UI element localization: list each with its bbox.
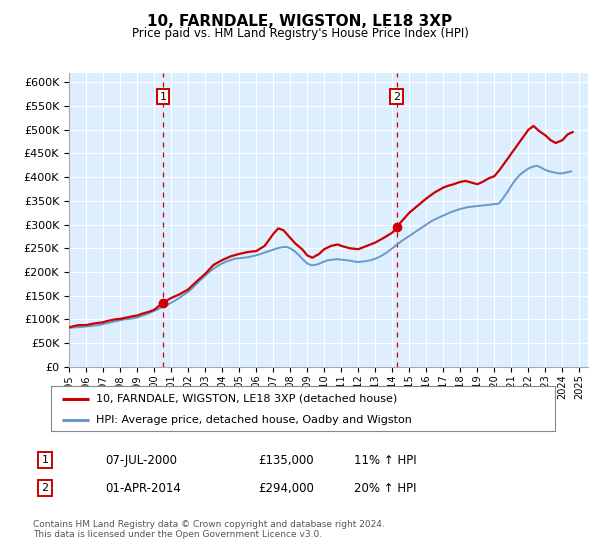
Text: 07-JUL-2000: 07-JUL-2000 [105, 454, 177, 467]
Text: £294,000: £294,000 [258, 482, 314, 495]
Text: 2: 2 [393, 91, 400, 101]
Text: £135,000: £135,000 [258, 454, 314, 467]
Text: 10, FARNDALE, WIGSTON, LE18 3XP (detached house): 10, FARNDALE, WIGSTON, LE18 3XP (detache… [97, 394, 398, 404]
Text: Contains HM Land Registry data © Crown copyright and database right 2024.
This d: Contains HM Land Registry data © Crown c… [33, 520, 385, 539]
Text: 1: 1 [160, 91, 166, 101]
Text: 1: 1 [41, 455, 49, 465]
Text: 20% ↑ HPI: 20% ↑ HPI [354, 482, 416, 495]
Text: 2: 2 [41, 483, 49, 493]
Text: 10, FARNDALE, WIGSTON, LE18 3XP: 10, FARNDALE, WIGSTON, LE18 3XP [148, 14, 452, 29]
Text: HPI: Average price, detached house, Oadby and Wigston: HPI: Average price, detached house, Oadb… [97, 415, 412, 425]
Text: Price paid vs. HM Land Registry's House Price Index (HPI): Price paid vs. HM Land Registry's House … [131, 27, 469, 40]
Text: 01-APR-2014: 01-APR-2014 [105, 482, 181, 495]
Text: 11% ↑ HPI: 11% ↑ HPI [354, 454, 416, 467]
